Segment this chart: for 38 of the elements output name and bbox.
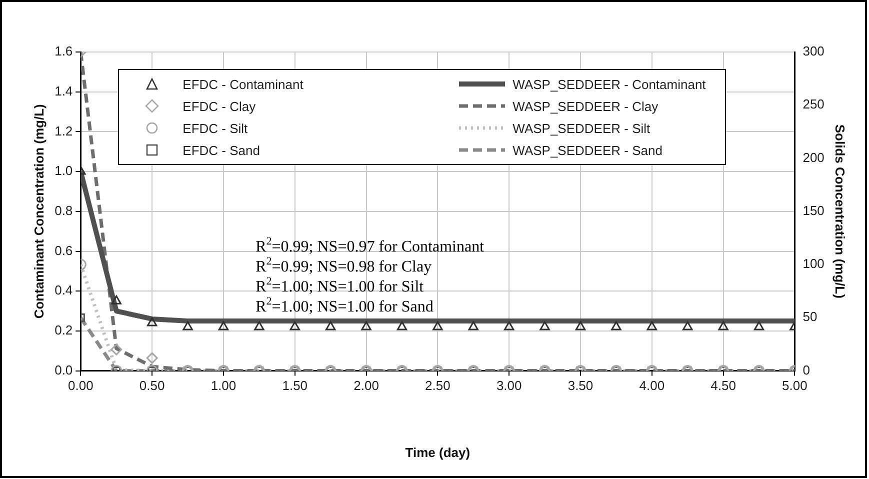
x-tick-label: 3.00 [496, 378, 522, 394]
y-tick-label: 1.2 [54, 123, 73, 138]
y2-axis-title: Solids Concentration (mg/L) [832, 124, 848, 298]
legend-label: EFDC - Contaminant [182, 76, 304, 92]
x-tick-label: 2.50 [425, 378, 450, 394]
legend-label: WASP_SEDDEER - Silt [512, 120, 650, 136]
x-tick-label: 0.00 [68, 378, 94, 394]
x-tick-label: 4.00 [639, 378, 665, 394]
y2-tick-label: 200 [802, 150, 824, 165]
x-tick-label: 3.50 [568, 378, 594, 394]
legend-label: EFDC - Sand [182, 142, 260, 158]
x-tick-label: 1.00 [210, 378, 236, 394]
y2-tick-label: 0 [802, 362, 810, 378]
legend-label: WASP_SEDDEER - Clay [512, 98, 658, 114]
y-tick-label: 0.2 [54, 322, 73, 338]
x-tick-label: 5.00 [782, 378, 808, 394]
y-axis-title: Contaminant Concentration (mg/L) [31, 104, 46, 319]
y2-tick-label: 50 [802, 309, 818, 324]
legend-label: WASP_SEDDEER - Sand [512, 142, 662, 158]
y-tick-label: 0.0 [54, 362, 73, 378]
y2-tick-label: 150 [802, 202, 824, 218]
y2-tick-label: 100 [802, 256, 824, 272]
x-tick-label: 0.50 [139, 378, 165, 394]
y2-tick-label: 300 [802, 44, 824, 59]
legend-label: EFDC - Clay [182, 98, 256, 114]
x-axis-title: Time (day) [405, 444, 470, 460]
y-tick-label: 0.6 [54, 242, 73, 258]
y-tick-label: 0.8 [54, 202, 73, 218]
x-tick-label: 1.50 [282, 378, 308, 394]
y2-tick-label: 250 [802, 96, 824, 112]
y-tick-label: 1.6 [54, 44, 73, 59]
y-tick-label: 0.4 [54, 282, 73, 298]
legend-label: EFDC - Silt [182, 120, 248, 136]
y-tick-label: 1.0 [54, 163, 73, 178]
x-tick-label: 4.50 [710, 378, 736, 394]
x-tick-label: 2.00 [354, 378, 379, 394]
legend-label: WASP_SEDDEER - Contaminant [512, 76, 706, 92]
y-tick-label: 1.4 [54, 83, 73, 98]
